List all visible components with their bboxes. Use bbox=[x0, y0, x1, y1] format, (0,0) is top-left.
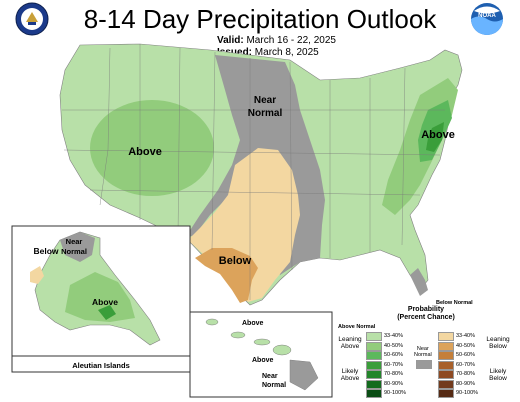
issued-date: Issued: March 8, 2025 bbox=[217, 47, 319, 58]
hawaii-oahu bbox=[230, 331, 246, 339]
legend-below-label-4: 70-80% bbox=[456, 371, 475, 377]
legend-above-swatch-5 bbox=[366, 379, 382, 389]
legend-above-label-2: 50-60% bbox=[384, 352, 403, 358]
legend-title-2: (Percent Chance) bbox=[397, 314, 455, 321]
hawaii-molokai bbox=[253, 338, 271, 346]
legend-below-label-2: 50-60% bbox=[456, 352, 475, 358]
legend-below-label-0: 33-40% bbox=[456, 333, 475, 339]
legend-below-swatch-3 bbox=[438, 360, 454, 370]
hawaii-big-island bbox=[289, 359, 319, 391]
legend: Probability (Percent Chance) Above Norma… bbox=[336, 300, 516, 400]
legend-below-label-1: 40-50% bbox=[456, 342, 475, 349]
issued-value: March 8, 2025 bbox=[254, 47, 319, 58]
legend-leaning-below: Leaning Below bbox=[486, 336, 510, 350]
hawaii-kauai bbox=[205, 318, 219, 326]
legend-likely-below: Likely Below bbox=[489, 368, 507, 382]
region-label-plains-near-2: Normal bbox=[248, 108, 283, 119]
region-label-west-above: Above bbox=[128, 146, 162, 158]
alaska-label-above: Above bbox=[92, 297, 118, 307]
legend-above-swatch-6 bbox=[366, 389, 382, 398]
hawaii-label-near-1: Near bbox=[262, 373, 278, 380]
legend-below-swatch-4 bbox=[438, 370, 454, 379]
aleutian-label: Aleutian Islands bbox=[72, 361, 130, 370]
hawaii-label-above-1: Above bbox=[242, 320, 264, 327]
legend-near-label: Near Normal bbox=[414, 346, 432, 358]
legend-leaning-above: Leaning Above bbox=[338, 336, 362, 350]
state-boundaries bbox=[62, 44, 445, 300]
legend-below-swatch-1 bbox=[438, 341, 454, 351]
legend-above-label-6: 90-100% bbox=[384, 390, 407, 396]
legend-below-swatch-5 bbox=[438, 379, 454, 389]
legend-above-label-0: 33-40% bbox=[384, 333, 403, 339]
commerce-seal-icon bbox=[15, 2, 49, 36]
legend-below-label-3: 60-70% bbox=[456, 361, 475, 368]
florida-near-normal bbox=[410, 268, 428, 296]
noaa-logo-text: NOAA bbox=[478, 13, 496, 19]
legend-below-swatch-2 bbox=[438, 351, 454, 360]
legend-above-label-1: 40-50% bbox=[384, 342, 403, 349]
alaska-near-normal bbox=[60, 232, 95, 262]
east-above-darker bbox=[426, 122, 444, 152]
texas-below-mid bbox=[195, 248, 258, 303]
west-above-mid bbox=[90, 100, 214, 196]
hawaii-label-above-2: Above bbox=[252, 357, 274, 364]
hawaii-label-near-2: Normal bbox=[262, 382, 286, 389]
legend-below-label-5: 80-90% bbox=[456, 380, 475, 387]
legend-below-label-6: 90-100% bbox=[456, 390, 479, 396]
legend-below-header: Below Normal bbox=[436, 300, 473, 306]
issued-label: Issued: bbox=[217, 47, 253, 58]
region-label-east-above: Above bbox=[421, 129, 455, 141]
region-label-texas-below: Below bbox=[219, 255, 252, 267]
legend-above-swatch-0 bbox=[366, 332, 382, 341]
noaa-logo-icon: NOAA bbox=[471, 3, 503, 35]
alaska-above-mid bbox=[65, 272, 135, 322]
alaska-above-strong bbox=[98, 305, 116, 320]
hawaii-maui bbox=[272, 344, 292, 356]
valid-dates: Valid: March 16 - 22, 2025 bbox=[217, 35, 336, 46]
page-title: 8-14 Day Precipitation Outlook bbox=[83, 4, 437, 34]
legend-below-swatch-0 bbox=[438, 332, 454, 341]
legend-above-label-4: 70-80% bbox=[384, 371, 403, 377]
legend-above-swatch-1 bbox=[366, 341, 382, 351]
alaska-label-near-2: Normal bbox=[61, 247, 87, 256]
legend-below-swatch-6 bbox=[438, 389, 454, 398]
alaska-below bbox=[30, 266, 44, 284]
legend-above-label-5: 80-90% bbox=[384, 380, 403, 387]
alaska-label-near-1: Near bbox=[66, 237, 83, 246]
valid-label: Valid: bbox=[217, 35, 244, 46]
legend-above-swatch-2 bbox=[366, 351, 382, 360]
legend-likely-above: Likely Above bbox=[340, 368, 360, 382]
legend-above-header: Above Normal bbox=[338, 324, 376, 330]
legend-above-swatch-4 bbox=[366, 370, 382, 379]
legend-above-label-3: 60-70% bbox=[384, 361, 403, 368]
valid-value: March 16 - 22, 2025 bbox=[246, 35, 336, 46]
legend-above-swatch-3 bbox=[366, 360, 382, 370]
region-label-plains-near-1: Near bbox=[254, 95, 276, 106]
legend-title-1: Probability bbox=[407, 306, 445, 313]
alaska-label-below: Below bbox=[33, 246, 58, 256]
legend-near-normal-swatch bbox=[416, 360, 432, 369]
